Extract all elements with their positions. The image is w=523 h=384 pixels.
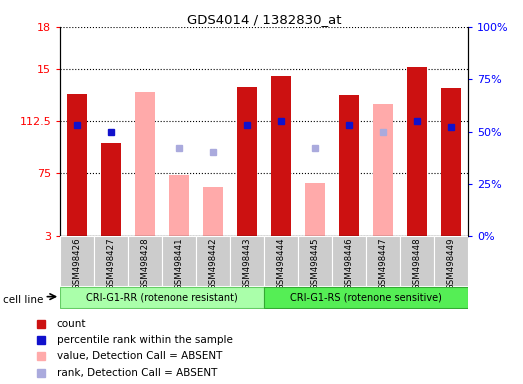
Text: GSM498427: GSM498427 [107,238,116,290]
Text: GSM498443: GSM498443 [243,238,252,290]
Bar [60,287,264,308]
Text: GSM498446: GSM498446 [345,238,354,290]
Bar [264,287,468,308]
Bar [94,236,128,286]
Bar [60,236,94,286]
Bar [298,236,332,286]
Text: GSM498447: GSM498447 [379,238,388,290]
Title: GDS4014 / 1382830_at: GDS4014 / 1382830_at [187,13,342,26]
Bar [434,236,468,286]
Text: value, Detection Call = ABSENT: value, Detection Call = ABSENT [56,351,222,361]
Text: GSM498449: GSM498449 [447,238,456,290]
Text: count: count [56,319,86,329]
Bar [441,88,461,236]
Bar [271,76,291,236]
Text: rank, Detection Call = ABSENT: rank, Detection Call = ABSENT [56,367,217,377]
Bar [305,183,325,236]
Text: GSM498428: GSM498428 [141,238,150,290]
Bar [332,236,366,286]
Text: GSM498445: GSM498445 [311,238,320,290]
Bar [230,236,264,286]
Text: CRI-G1-RS (rotenone sensitive): CRI-G1-RS (rotenone sensitive) [290,293,442,303]
Bar [67,94,87,236]
Text: GSM498448: GSM498448 [413,238,422,290]
Bar [128,236,162,286]
Bar [366,236,400,286]
Text: cell line: cell line [3,295,43,305]
Bar [101,143,121,236]
Text: GSM498442: GSM498442 [209,238,218,290]
Bar [373,104,393,236]
Bar [400,236,434,286]
Text: percentile rank within the sample: percentile rank within the sample [56,335,233,345]
Text: GSM498441: GSM498441 [175,238,184,290]
Bar [237,87,257,236]
Bar [203,187,223,236]
Bar [264,236,298,286]
Bar [339,95,359,236]
Text: GSM498444: GSM498444 [277,238,286,290]
Bar [407,67,427,236]
Text: CRI-G1-RR (rotenone resistant): CRI-G1-RR (rotenone resistant) [86,293,238,303]
Bar [135,93,155,236]
Bar [162,236,196,286]
Bar [196,236,230,286]
Text: GSM498426: GSM498426 [73,238,82,290]
Bar [169,175,189,236]
